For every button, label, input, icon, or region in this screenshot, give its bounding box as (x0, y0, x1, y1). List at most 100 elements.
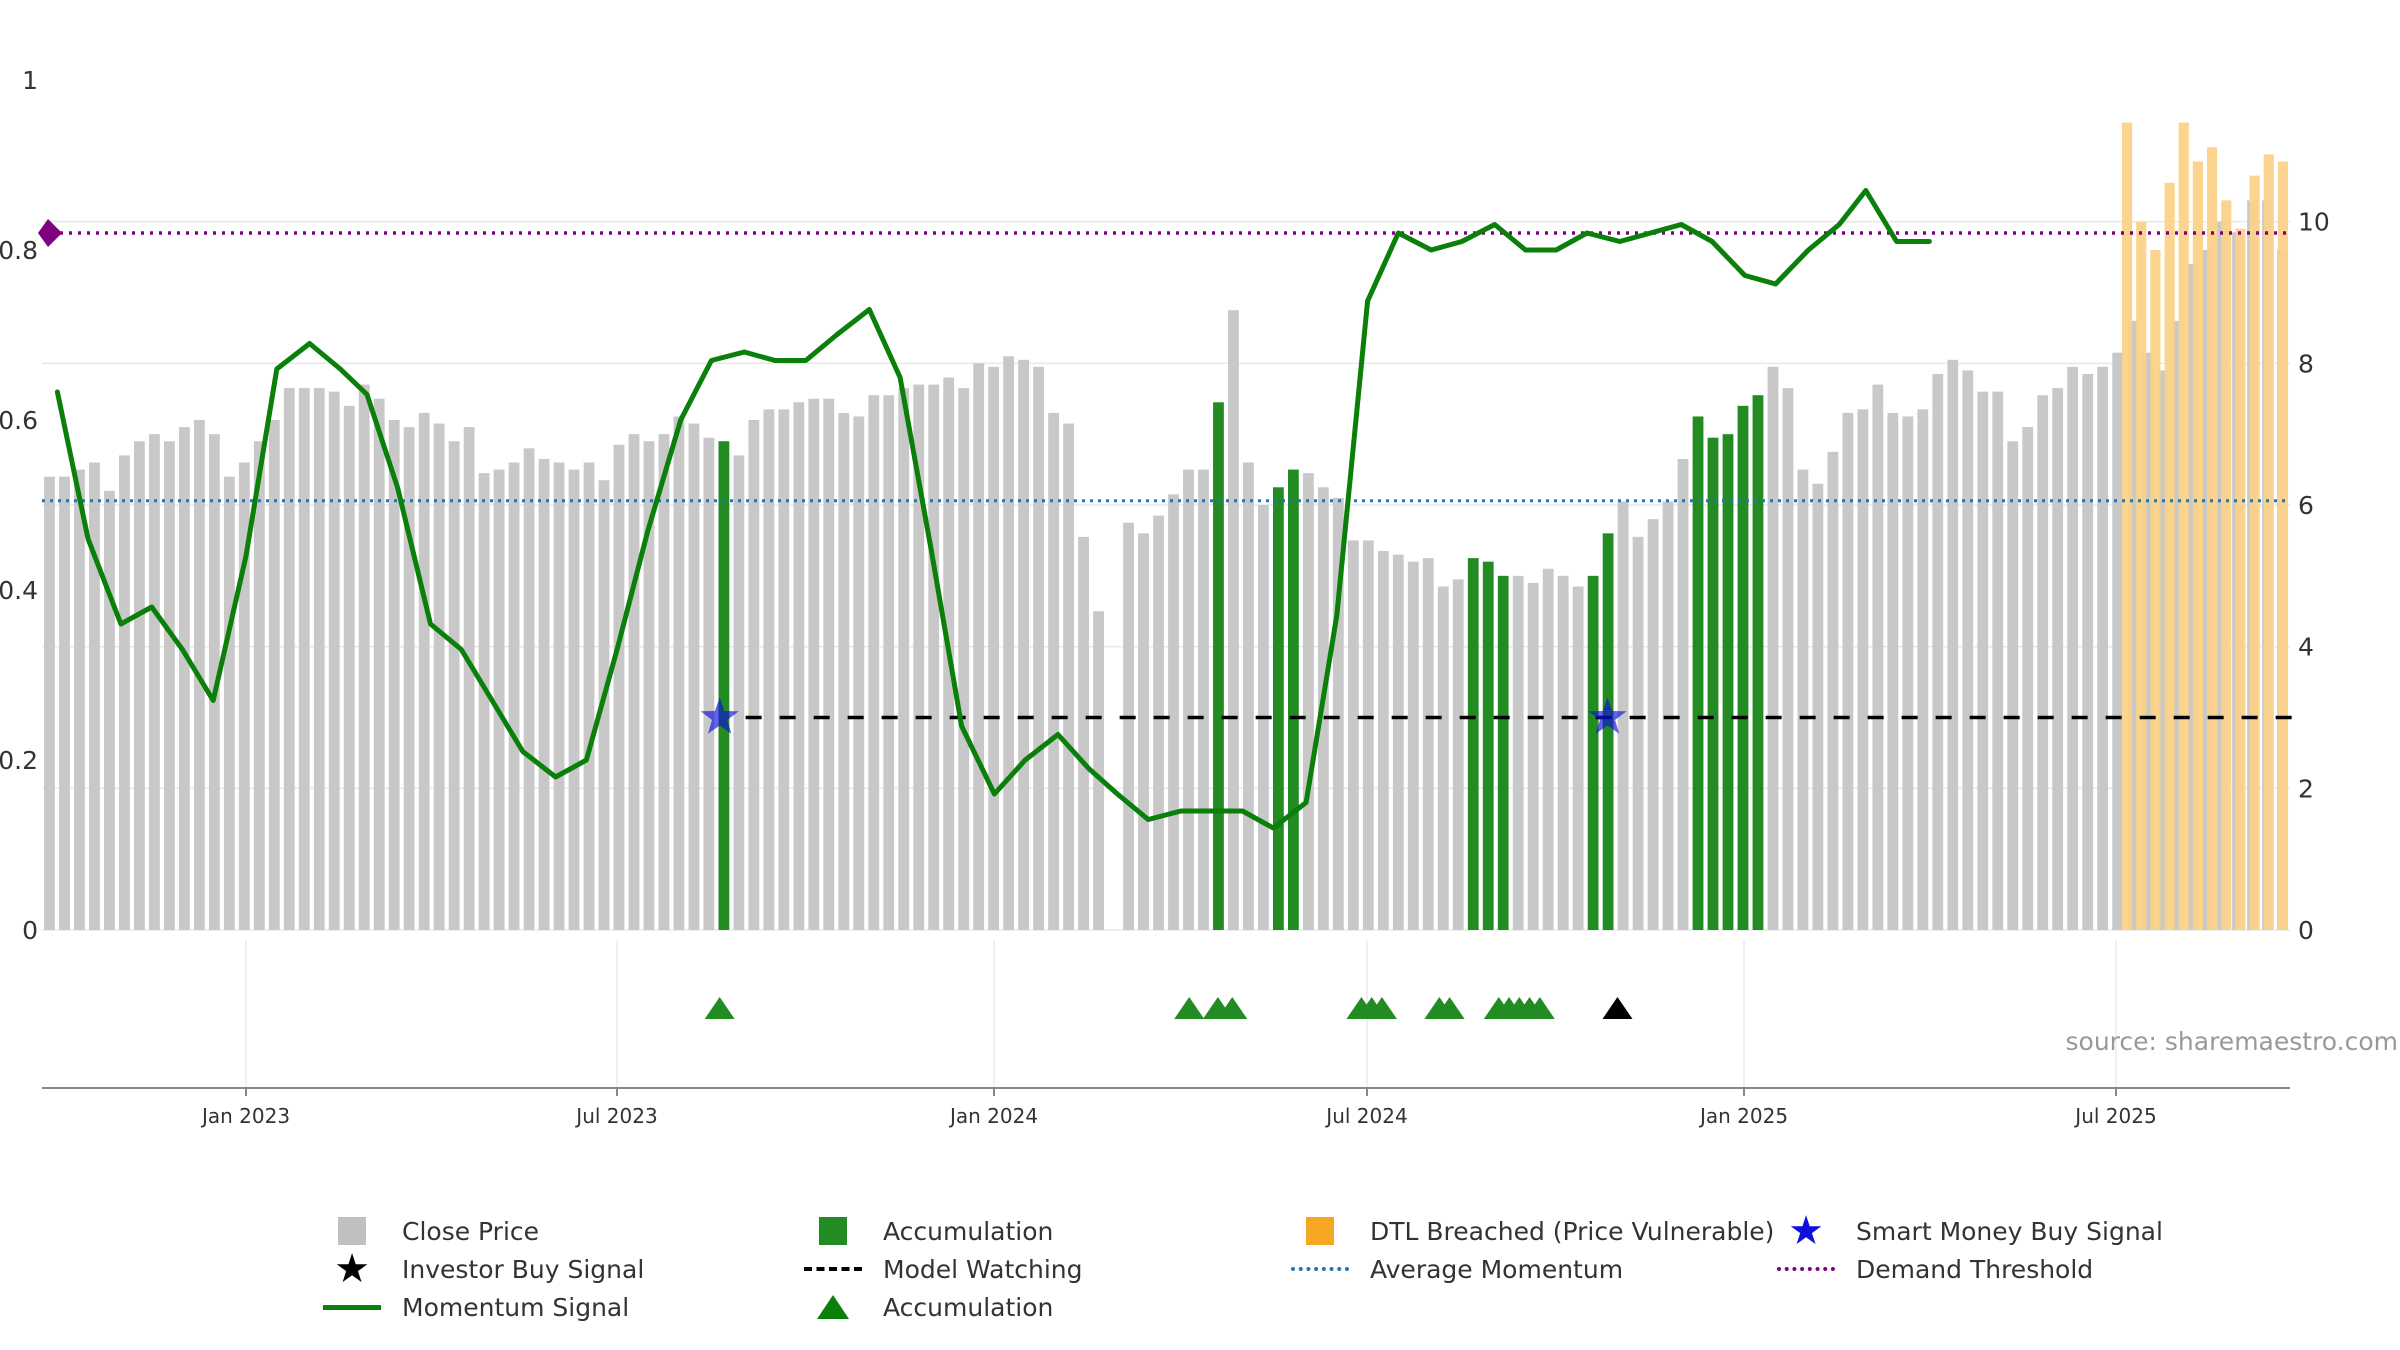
bar-close (163, 441, 175, 930)
bar-close (1093, 611, 1104, 930)
left-axis-tick-label: 0.4 (0, 576, 38, 605)
smart-money-buy-star-icon (1588, 697, 1627, 734)
bar-close (1332, 497, 1344, 930)
bar-close (1947, 359, 1959, 931)
bar-close (1183, 469, 1194, 930)
bar-close (523, 448, 535, 930)
bar-close (733, 455, 745, 930)
bar-close (928, 384, 940, 930)
bar-close (2127, 320, 2139, 930)
bar-close (1033, 366, 1045, 930)
bar-close (583, 462, 595, 930)
x-tick-label: Jan 2024 (948, 1104, 1038, 1128)
bar-close (868, 395, 880, 930)
bar-dtl-breached (2192, 161, 2204, 931)
bar-close (1018, 359, 1030, 931)
demand-threshold-marker-icon (38, 219, 62, 247)
bar-accumulation (1737, 405, 1749, 930)
legend-label: Momentum Signal (402, 1292, 630, 1322)
bar-close (1932, 373, 1944, 930)
bar-close (688, 423, 700, 930)
bar-close (1153, 515, 1164, 930)
bar-close (2172, 320, 2183, 930)
bar-close (988, 366, 1000, 930)
bar-close (1168, 494, 1179, 930)
bar-close (1452, 579, 1464, 930)
bar-close (1812, 483, 1824, 930)
bar-close (298, 388, 310, 930)
bar-close (388, 420, 400, 930)
bar-close (313, 388, 325, 930)
bar-close (1198, 469, 1209, 930)
bar-close (883, 395, 895, 930)
bar-close (1003, 356, 1015, 930)
legend-blue-dotted-line-icon (1290, 1253, 1350, 1285)
bar-close (1962, 370, 1974, 931)
bar-close (2052, 388, 2064, 930)
bar-close (119, 455, 130, 930)
bar-accumulation (1287, 469, 1299, 930)
bar-close (403, 427, 415, 930)
bar-close (2097, 366, 2109, 930)
bar-accumulation (1467, 558, 1479, 930)
bar-close (238, 462, 250, 930)
bar-accumulation (1692, 416, 1704, 930)
bar-close (763, 409, 775, 930)
bar-close (1842, 412, 1854, 931)
legend: Close Price ★ Investor Buy Signal Moment… (0, 1195, 2400, 1345)
bar-close (568, 469, 580, 930)
bar-close (823, 398, 835, 930)
right-axis-tick-label: 4 (2298, 633, 2314, 662)
bar-close (613, 444, 625, 930)
bar-accumulation (1752, 395, 1764, 930)
bar-close (1902, 416, 1914, 930)
bar-close (1857, 409, 1869, 930)
bar-close (1977, 391, 1989, 931)
bar-close (1572, 586, 1584, 930)
bar-close (1632, 536, 1644, 930)
bar-close (2157, 370, 2169, 931)
bar-close (1557, 575, 1569, 930)
bar-close (2067, 366, 2079, 930)
bar-close (643, 441, 655, 930)
bar-close (1647, 519, 1659, 930)
bar-accumulation (1722, 434, 1734, 930)
x-tick-label: Jul 2023 (574, 1104, 657, 1128)
bar-accumulation (718, 441, 730, 930)
bar-close (493, 469, 505, 930)
bar-close (208, 434, 220, 930)
bar-close (1063, 423, 1074, 930)
smart-money-buy-star-icon (700, 697, 739, 734)
bar-close (1782, 388, 1794, 930)
legend-label: Accumulation (883, 1292, 1054, 1322)
legend-momentum-signal: Momentum Signal (322, 1291, 629, 1323)
bar-close (898, 388, 910, 930)
bar-close (1243, 462, 1254, 930)
bar-accumulation (1497, 575, 1509, 930)
bar-close (1422, 558, 1434, 930)
bar-dtl-breached (2263, 154, 2274, 930)
legend-label: Model Watching (883, 1254, 1083, 1284)
bar-accumulation (1482, 561, 1494, 930)
bar-close (1347, 540, 1359, 930)
bar-close (104, 490, 115, 930)
bar-close (283, 388, 295, 930)
legend-label: DTL Breached (Price Vulnerable) (1370, 1216, 1775, 1246)
bar-dtl-breached (2136, 221, 2147, 930)
bar-dtl-breached (2277, 161, 2289, 931)
bar-close (478, 473, 490, 930)
bar-close (2082, 373, 2094, 930)
bar-dtl-breached (2235, 228, 2246, 930)
bar-close (958, 388, 970, 930)
legend-purple-dotted-line-icon (1776, 1253, 1836, 1285)
legend-demand-threshold: Demand Threshold (1776, 1253, 2093, 1285)
bar-close (328, 391, 340, 931)
bar-close (1662, 501, 1674, 930)
left-axis-tick-label: 0 (22, 916, 38, 945)
bar-close (74, 469, 85, 930)
legend-label: Average Momentum (1370, 1254, 1624, 1284)
bar-close (463, 427, 475, 930)
bar-close (373, 398, 385, 930)
bar-close (1542, 568, 1554, 930)
bar-close (1797, 469, 1809, 930)
